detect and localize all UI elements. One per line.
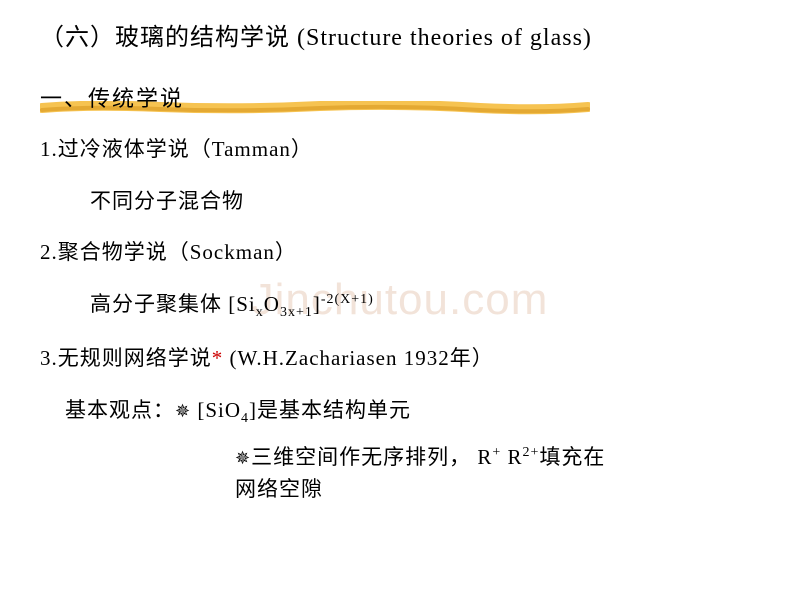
item3-prefix: 3.无规则网络学说 — [40, 346, 212, 370]
section-heading: 一、传统学说 — [40, 86, 184, 111]
bp2-2plus: 2+ — [523, 445, 540, 460]
star-icon-1: ✵ — [175, 401, 191, 421]
item-2: 2.聚合物学说（Sockman） — [40, 236, 760, 270]
star-icon-2: ✵ — [235, 448, 251, 468]
subitem-1: 不同分子混合物 — [90, 185, 760, 219]
bp2-text2: 填充在 — [539, 445, 605, 469]
item-3: 3.无规则网络学说* (W.H.Zachariasen 1932年） — [40, 342, 760, 376]
sub2-3x1: 3x+1 — [280, 305, 313, 320]
sub2-x: x — [256, 305, 264, 320]
bp-label: 基本观点： — [65, 394, 175, 427]
item3-suffix: (W.H.Zachariasen 1932年） — [223, 346, 493, 370]
bp1-content: ✵ [SiO4]是基本结构单元 — [175, 394, 411, 427]
bp2-r2: R — [501, 445, 522, 469]
bp1-sub: 4 — [241, 411, 249, 426]
slide-title: （六）玻璃的结构学说 (Structure theories of glass) — [40, 20, 760, 56]
section-heading-wrap: 一、传统学说 — [40, 81, 184, 113]
basic-point-1: 基本观点： ✵ [SiO4]是基本结构单元 — [40, 394, 760, 427]
sub2-exp: -2(X+1) — [321, 292, 374, 307]
slide-content: （六）玻璃的结构学说 (Structure theories of glass)… — [0, 0, 800, 600]
sub2-prefix: 高分子聚集体 [Si — [90, 292, 256, 316]
item-1: 1.过冷液体学说（Tamman） — [40, 133, 760, 167]
bp1-prefix: [SiO — [191, 398, 241, 422]
subitem-2: 高分子聚集体 [SixO3x+1]-2(X+1) — [90, 288, 760, 325]
sub2-o: O — [264, 292, 280, 316]
bp2-text1: 三维空间作无序排列， R — [251, 445, 492, 469]
bp1-suffix: ]是基本结构单元 — [249, 398, 411, 422]
bp2-line2: 网络空隙 — [235, 477, 323, 501]
basic-point-2: ✵三维空间作无序排列， R+ R2+填充在 网络空隙 — [235, 442, 760, 505]
bp2-plus: + — [492, 445, 501, 460]
item3-asterisk: * — [212, 346, 224, 370]
sub2-bracket: ] — [313, 292, 321, 316]
